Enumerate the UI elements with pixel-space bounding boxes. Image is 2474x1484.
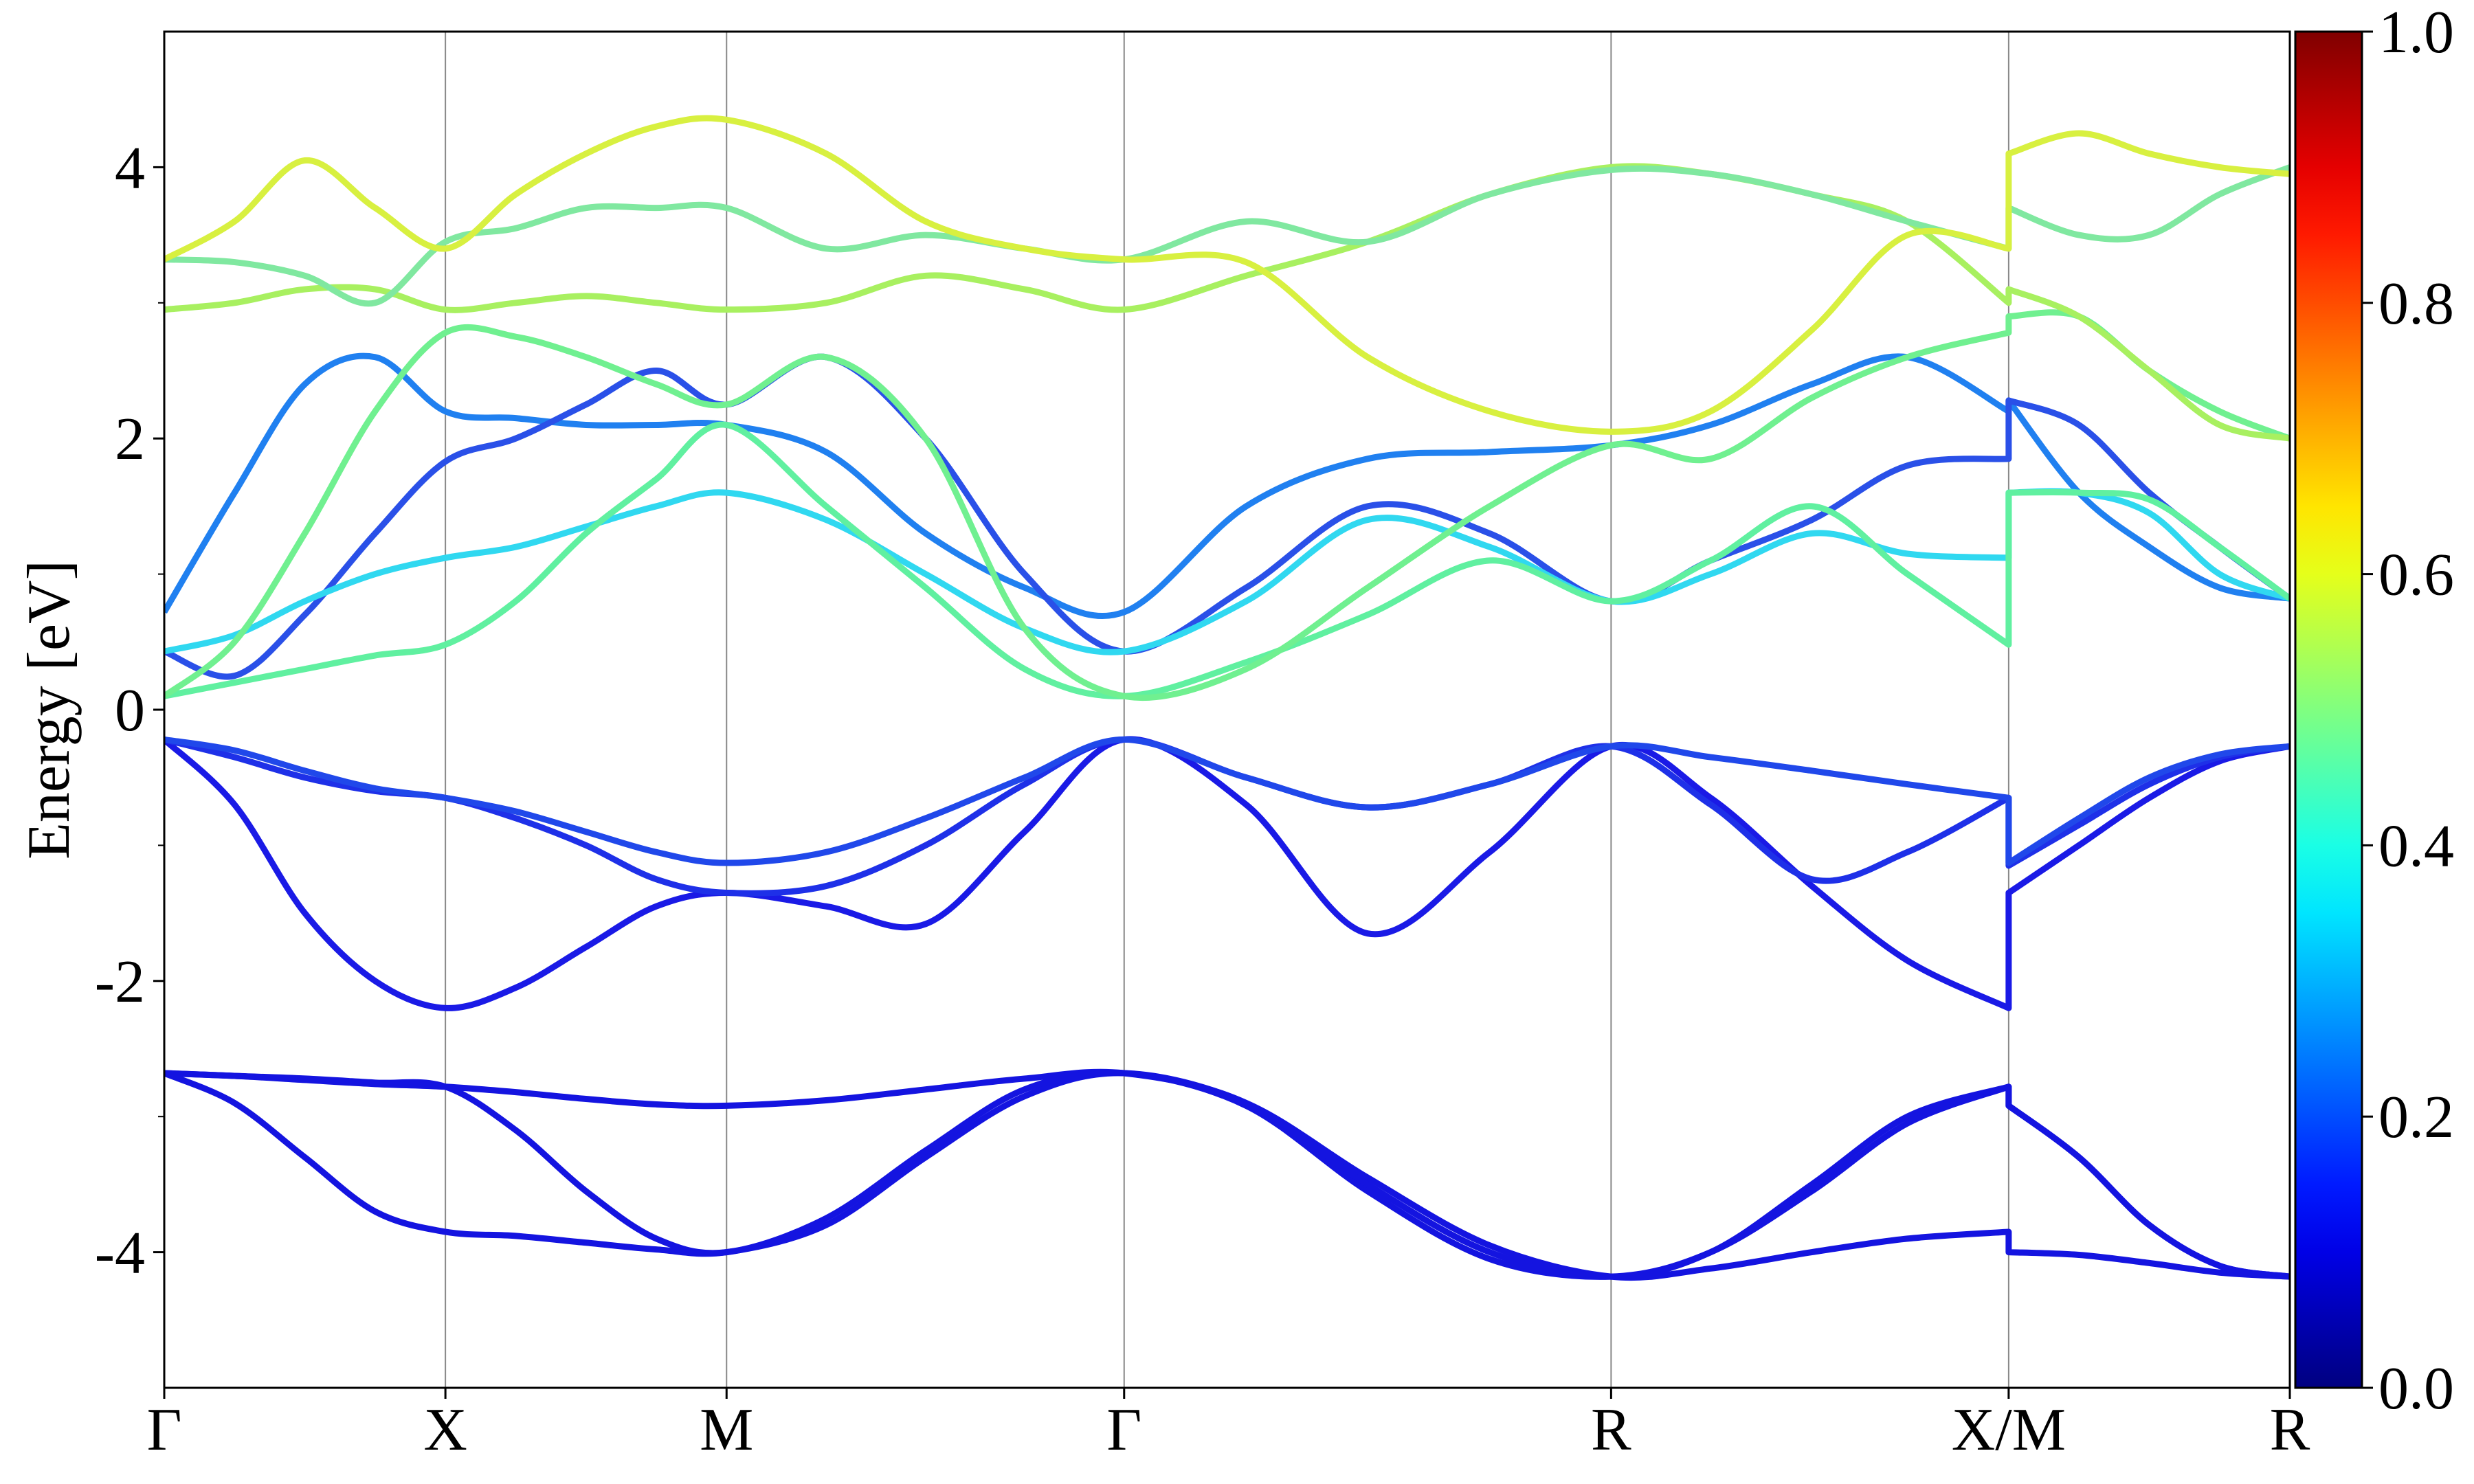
band-line [164, 309, 2290, 701]
x-tick-label: M [700, 1397, 753, 1463]
x-tick-label: Γ [1106, 1397, 1141, 1463]
y-tick-label: 4 [115, 135, 145, 201]
band-line [164, 736, 2290, 897]
y-tick-label: 0 [115, 677, 145, 744]
band-line [164, 1068, 2290, 1280]
y-tick-label: 2 [115, 406, 145, 473]
y-tick-label: -2 [95, 949, 145, 1015]
x-tick-label: R [1591, 1397, 1631, 1463]
x-tick-label: X [423, 1397, 467, 1463]
y-tick-label: -4 [95, 1220, 145, 1287]
colorbar-gradient [2294, 30, 2363, 1389]
band-line [164, 736, 2290, 1011]
colorbar-tick-label: 0.0 [2378, 1356, 2454, 1422]
colorbar: 0.0 0.2 0.4 0.6 0.8 1.0 [2294, 0, 2454, 1422]
y-axis-label: Energy [eV] [16, 560, 82, 859]
colorbar-tick-label: 0.8 [2378, 271, 2454, 337]
x-tick-label: Γ [147, 1397, 182, 1463]
band-line [164, 488, 2290, 655]
band-line [164, 421, 2290, 699]
band-line [164, 352, 2290, 619]
bands [164, 115, 2290, 1281]
band-line [164, 1069, 2290, 1280]
colorbar-tick-label: 0.6 [2378, 542, 2454, 609]
band-line [164, 736, 2290, 866]
band-line [164, 115, 2290, 435]
x-tick-label: R [2270, 1397, 2310, 1463]
band-line [164, 353, 2290, 680]
colorbar-tick-label: 0.4 [2378, 813, 2454, 879]
colorbar-tick-label: 0.2 [2378, 1084, 2454, 1151]
band-line [164, 163, 2290, 442]
x-tick-label: X/M [1952, 1397, 2066, 1463]
colorbar-tick-label: 1.0 [2378, 0, 2454, 66]
